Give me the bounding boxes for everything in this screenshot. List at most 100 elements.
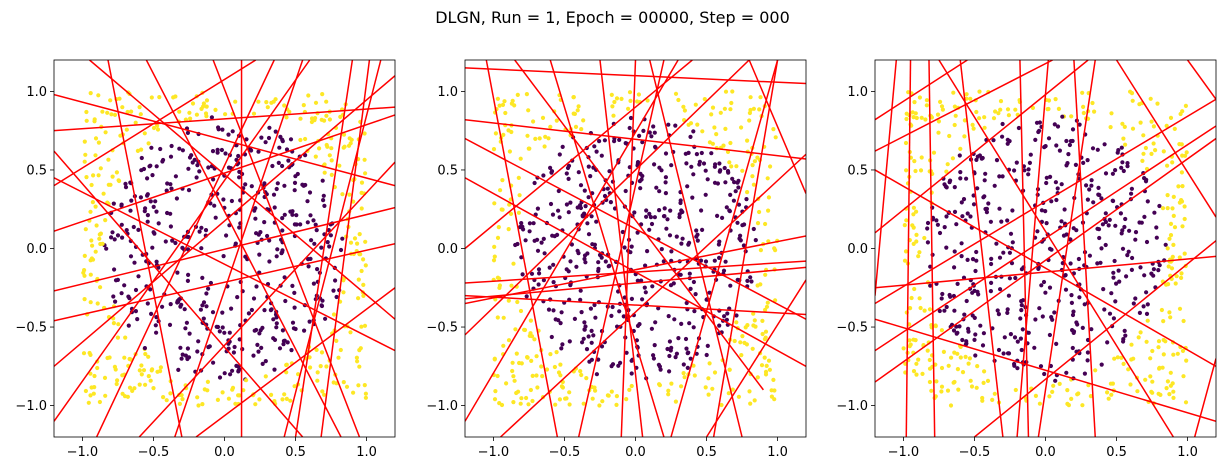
decision-line bbox=[54, 93, 395, 187]
decision-line bbox=[465, 67, 806, 85]
data-point-inner bbox=[113, 278, 119, 283]
data-point-outer bbox=[755, 155, 760, 160]
data-point-inner bbox=[667, 339, 673, 344]
x-tick-label: −1.0 bbox=[888, 445, 920, 460]
data-point-outer bbox=[1171, 395, 1176, 400]
data-point-outer bbox=[347, 136, 352, 141]
data-point-outer bbox=[516, 210, 522, 215]
data-point-inner bbox=[1019, 347, 1024, 353]
data-point-outer bbox=[751, 106, 757, 111]
data-point-inner bbox=[960, 214, 965, 219]
data-point-outer bbox=[82, 159, 87, 164]
data-point-inner bbox=[1067, 142, 1072, 148]
data-point-inner bbox=[589, 328, 594, 333]
data-point-outer bbox=[337, 163, 342, 168]
data-point-outer bbox=[755, 283, 760, 288]
data-point-outer bbox=[151, 125, 157, 131]
data-point-outer bbox=[317, 146, 322, 151]
data-point-outer bbox=[190, 101, 196, 106]
data-point-outer bbox=[125, 109, 130, 115]
data-point-outer bbox=[93, 204, 98, 209]
data-point-outer bbox=[531, 119, 536, 124]
data-point-inner bbox=[537, 271, 542, 276]
data-point-outer bbox=[962, 134, 967, 139]
data-point-inner bbox=[259, 135, 264, 140]
data-point-inner bbox=[1154, 225, 1159, 230]
data-point-inner bbox=[1028, 152, 1033, 157]
data-point-outer bbox=[765, 176, 770, 181]
data-point-inner bbox=[653, 320, 658, 325]
data-point-outer bbox=[517, 193, 522, 198]
data-point-outer bbox=[990, 397, 995, 402]
data-point-outer bbox=[707, 140, 713, 145]
decision-line bbox=[648, 60, 743, 437]
data-point-inner bbox=[1005, 137, 1010, 142]
data-point-outer bbox=[151, 386, 156, 391]
data-point-inner bbox=[568, 283, 573, 288]
data-point-outer bbox=[363, 171, 368, 176]
data-point-inner bbox=[145, 219, 150, 224]
data-point-outer bbox=[168, 391, 173, 396]
data-point-outer bbox=[1176, 184, 1181, 189]
data-point-outer bbox=[1130, 98, 1135, 103]
data-point-outer bbox=[362, 131, 367, 136]
data-point-inner bbox=[1019, 267, 1024, 272]
data-point-inner bbox=[1144, 239, 1150, 245]
data-point-inner bbox=[1049, 315, 1054, 320]
data-point-inner bbox=[965, 257, 970, 262]
data-point-outer bbox=[282, 392, 287, 397]
data-point-outer bbox=[939, 384, 945, 389]
data-point-outer bbox=[269, 100, 274, 105]
data-point-outer bbox=[108, 98, 113, 103]
data-point-outer bbox=[105, 110, 110, 115]
data-point-inner bbox=[536, 267, 542, 272]
data-point-inner bbox=[962, 312, 967, 317]
data-point-inner bbox=[1009, 261, 1015, 266]
data-point-inner bbox=[989, 256, 994, 261]
data-point-outer bbox=[998, 99, 1004, 104]
data-point-inner bbox=[220, 310, 225, 315]
data-point-outer bbox=[914, 361, 919, 366]
data-point-outer bbox=[571, 95, 576, 100]
data-point-inner bbox=[973, 353, 978, 358]
data-point-inner bbox=[994, 241, 999, 246]
data-point-inner bbox=[266, 135, 272, 141]
data-point-inner bbox=[657, 189, 662, 194]
data-point-inner bbox=[617, 137, 622, 142]
data-point-inner bbox=[999, 219, 1004, 224]
decision-line bbox=[1193, 358, 1216, 437]
data-point-outer bbox=[507, 149, 512, 154]
data-point-outer bbox=[320, 389, 325, 394]
data-point-outer bbox=[1129, 357, 1134, 362]
data-point-outer bbox=[764, 304, 770, 309]
data-point-outer bbox=[918, 168, 924, 173]
data-point-outer bbox=[919, 115, 924, 120]
data-point-inner bbox=[551, 280, 556, 285]
data-point-inner bbox=[974, 258, 979, 263]
data-point-inner bbox=[594, 219, 599, 224]
data-point-outer bbox=[101, 191, 106, 196]
data-point-outer bbox=[94, 223, 99, 228]
data-point-outer bbox=[1168, 383, 1173, 388]
data-point-inner bbox=[263, 359, 268, 364]
decision-line bbox=[465, 137, 806, 320]
data-point-inner bbox=[607, 169, 612, 174]
data-point-outer bbox=[96, 140, 101, 145]
data-point-inner bbox=[185, 346, 190, 351]
data-point-inner bbox=[1137, 310, 1142, 315]
data-point-inner bbox=[253, 206, 258, 211]
data-point-outer bbox=[914, 209, 919, 214]
data-point-inner bbox=[536, 282, 541, 287]
data-point-inner bbox=[578, 288, 583, 293]
data-point-outer bbox=[493, 131, 498, 136]
data-point-inner bbox=[227, 330, 232, 335]
data-point-outer bbox=[492, 201, 497, 206]
data-point-inner bbox=[328, 233, 333, 238]
data-point-outer bbox=[729, 100, 734, 106]
data-point-inner bbox=[1151, 273, 1156, 278]
data-point-inner bbox=[338, 247, 344, 253]
data-point-inner bbox=[649, 134, 654, 139]
figure-title: DLGN, Run = 1, Epoch = 00000, Step = 000 bbox=[435, 8, 790, 27]
data-point-outer bbox=[748, 95, 753, 100]
data-point-inner bbox=[129, 198, 134, 203]
